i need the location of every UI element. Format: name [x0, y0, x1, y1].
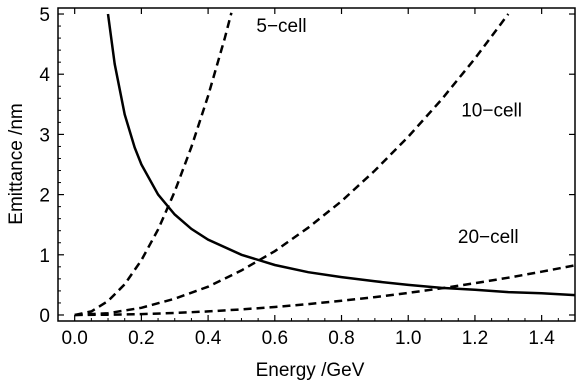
x-tick-label: 0.8 [328, 328, 354, 349]
y-tick-label: 5 [39, 5, 50, 26]
plot-frame [57, 7, 576, 322]
y-tick-label: 2 [39, 186, 50, 207]
x-tick-label: 1.0 [395, 328, 421, 349]
y-axis-label: Emittance /nm [6, 103, 27, 224]
x-tick-label: 1.4 [528, 328, 555, 349]
x-tick-label: 1.2 [462, 328, 488, 349]
curve-annotation: 10−cell [461, 100, 522, 121]
y-tick-label: 3 [39, 125, 50, 146]
series-line-1 [106, 13, 576, 297]
x-tick-label: 0.2 [128, 328, 154, 349]
series-line-2 [74, 12, 233, 317]
tick-layer: 0.0 0.2 0.4 0.6 0.8 1.0 1.2 1.4 0 1 2 3 4 5 [39, 5, 575, 349]
x-tick-label: 0.4 [195, 328, 222, 349]
series-line-4 [74, 264, 576, 317]
series-line-3 [74, 13, 510, 317]
curve-annotation: 5−cell [256, 16, 306, 37]
curve-annotation: 20−cell [458, 227, 519, 248]
y-tick-label: 1 [39, 246, 50, 267]
x-tick-label: 0.0 [61, 328, 87, 349]
series-layer [74, 12, 576, 317]
y-tick-label: 0 [39, 306, 50, 327]
y-tick-label: 4 [39, 65, 50, 86]
x-axis-label: Energy /GeV [256, 360, 365, 381]
annotation-layer: 5−cell 10−cell 20−cell [256, 16, 522, 248]
x-tick-label: 0.6 [262, 328, 288, 349]
